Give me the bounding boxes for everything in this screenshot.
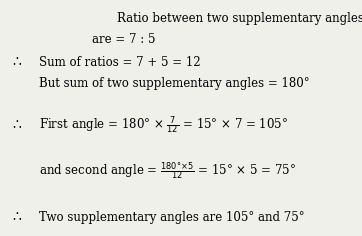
Text: ∴: ∴: [12, 55, 21, 69]
Text: are = 7 : 5: are = 7 : 5: [92, 33, 156, 46]
Text: But sum of two supplementary angles = 180°: But sum of two supplementary angles = 18…: [39, 77, 310, 90]
Text: Two supplementary angles are 105° and 75°: Two supplementary angles are 105° and 75…: [39, 211, 305, 224]
Text: Ratio between two supplementary angles: Ratio between two supplementary angles: [117, 12, 362, 25]
Text: ∴: ∴: [12, 118, 21, 132]
Text: Sum of ratios = 7 + 5 = 12: Sum of ratios = 7 + 5 = 12: [39, 56, 201, 69]
Text: First angle = 180° × $\frac{7}{12}$ = 15° × 7 = 105°: First angle = 180° × $\frac{7}{12}$ = 15…: [39, 114, 288, 136]
Text: ∴: ∴: [12, 211, 21, 224]
Text: and second angle = $\frac{180°×5}{12}$ = 15° × 5 = 75°: and second angle = $\frac{180°×5}{12}$ =…: [39, 160, 296, 182]
